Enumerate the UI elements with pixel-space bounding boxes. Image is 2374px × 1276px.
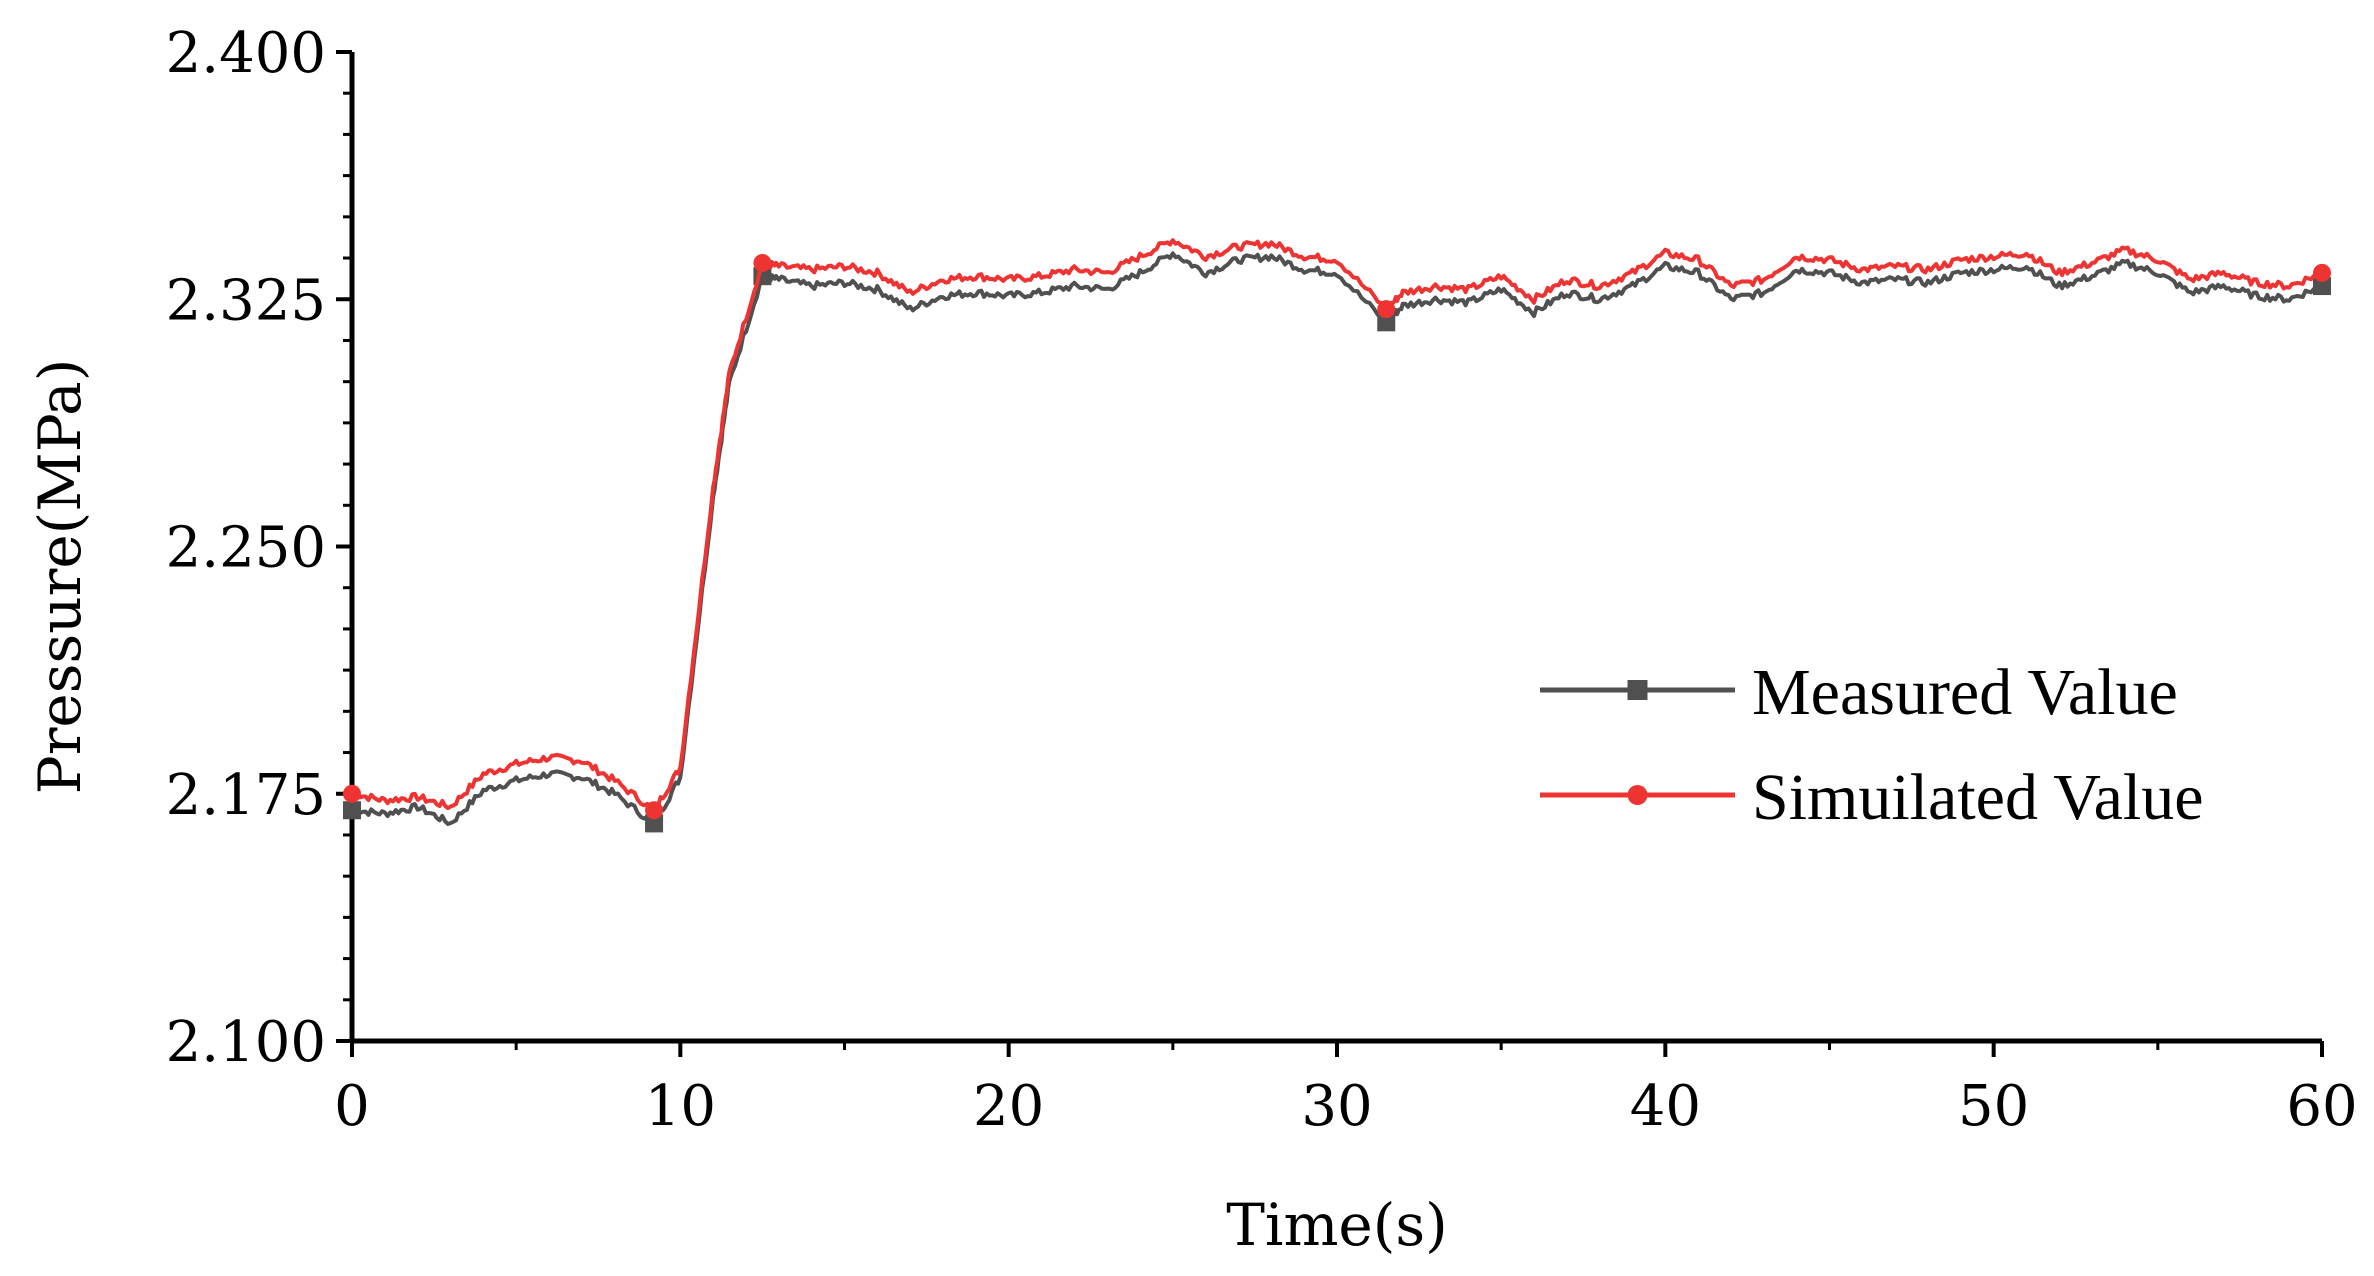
x-axis-title: Time(s) [1226, 1191, 1448, 1259]
ticks: 0 10 20 30 40 50 60 2.100 2.175 2.250 2.325 2.400 [166, 21, 2358, 1139]
y-tick-label: 2.175 [166, 763, 326, 828]
simulated-marker [753, 253, 772, 272]
x-tick-label: 50 [1958, 1074, 2029, 1139]
x-tick-label: 40 [1630, 1074, 1701, 1139]
series-line-simulated [351, 238, 2323, 812]
y-tick-label: 2.100 [166, 1010, 326, 1075]
measured-marker [2313, 277, 2331, 296]
measured-marker [343, 801, 361, 820]
y-axis-title: Pressure(MPa) [26, 359, 94, 795]
series-line-measured [351, 251, 2323, 826]
simulated-marker [2313, 263, 2331, 282]
y-tick-label: 2.325 [166, 268, 326, 333]
legend-marker-circle [1627, 785, 1648, 805]
x-tick-label: 0 [334, 1074, 370, 1139]
axes [349, 52, 2322, 1044]
simulated-marker [343, 784, 361, 803]
measured-marker [645, 814, 664, 833]
legend-label: Simuilated Value [1752, 761, 2204, 834]
y-tick-label: 2.250 [166, 516, 326, 581]
legend-marker-square [1627, 680, 1648, 700]
legend: Measured Value Simuilated Value [1540, 656, 2204, 834]
simulated-marker [645, 801, 664, 820]
x-tick-label: 30 [1301, 1074, 1372, 1139]
series-layer [343, 238, 2331, 833]
x-tick-label: 10 [645, 1074, 716, 1139]
y-tick-label: 2.400 [166, 21, 326, 86]
measured-marker [1377, 313, 1396, 332]
legend-label: Measured Value [1752, 656, 2178, 729]
x-tick-label: 60 [2286, 1074, 2357, 1139]
simulated-marker [1377, 300, 1396, 319]
x-tick-label: 20 [973, 1074, 1044, 1139]
